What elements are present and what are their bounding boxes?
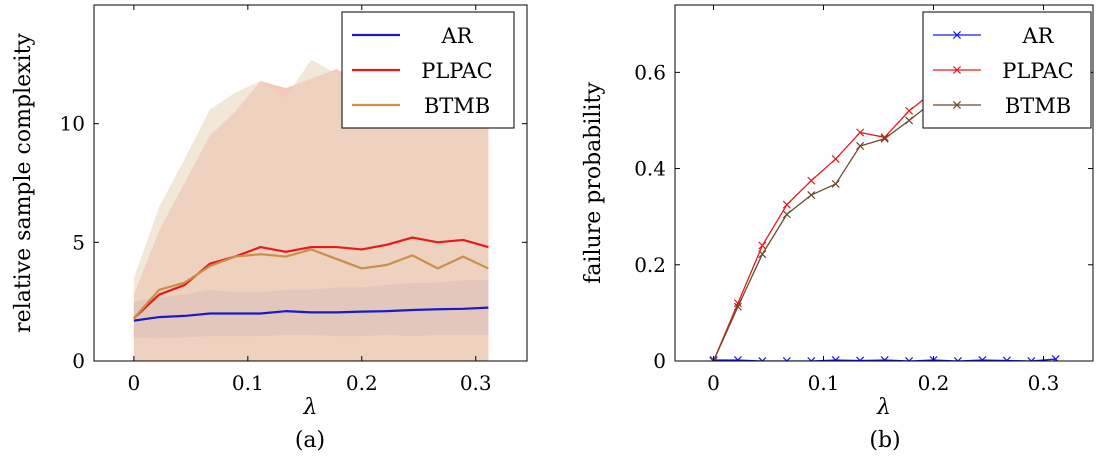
chart-b: 0 0.1 0.2 0.3 0 0.2 0.4 0.6 λ failure probability… — [581, 4, 1094, 453]
series-line-ar — [133, 306, 489, 322]
caption: (b) — [869, 428, 900, 453]
y-axis-label: relative sample complexity — [11, 33, 36, 333]
x-tick-label: 0.1 — [808, 371, 840, 395]
band-btmb — [133, 59, 489, 361]
y-axis-label: failure probability — [581, 82, 606, 284]
y-tick-label: 10 — [60, 112, 85, 136]
point-ar — [880, 356, 889, 361]
y-tick-label: 0.4 — [634, 157, 666, 181]
point-btmb — [733, 302, 742, 311]
y-tick-label: 0.6 — [634, 60, 666, 84]
x-tick-label: 0 — [707, 371, 720, 395]
point-ar — [807, 356, 816, 361]
x-tick-label: 0 — [128, 371, 141, 395]
point-ar — [1027, 356, 1036, 361]
point-plpac — [782, 200, 791, 209]
point-btmb — [880, 134, 889, 143]
point-btmb — [807, 191, 816, 200]
legend: AR PLPAC BTMB — [922, 11, 1092, 129]
point-btmb — [831, 179, 840, 188]
point-ar — [733, 356, 742, 361]
point-ar — [1051, 355, 1060, 361]
x-tick-label: 0.1 — [232, 371, 264, 395]
point-plpac — [831, 154, 840, 163]
legend-marker-ar — [952, 30, 962, 40]
x-tick-label: 0.3 — [460, 371, 492, 395]
point-btmb — [856, 141, 865, 150]
point-plpac — [905, 106, 914, 115]
legend-label-btmb: BTMB — [1005, 94, 1071, 118]
axes-frame — [674, 4, 1094, 362]
point-plpac — [856, 128, 865, 137]
point-ar — [782, 356, 791, 361]
x-axis-label: λ — [876, 395, 891, 420]
plot-area — [133, 59, 489, 361]
x-tick-label: 0.2 — [346, 371, 378, 395]
legend-label-plpac: PLPAC — [421, 59, 493, 83]
point-btmb — [782, 210, 791, 219]
chart-a: 0 0.1 0.2 0.3 0 5 10 λ relative sample complexit… — [11, 4, 528, 453]
y-tick-label: 0.2 — [634, 253, 666, 277]
point-ar — [978, 356, 987, 361]
point-ar — [953, 356, 962, 361]
legend-label-plpac: PLPAC — [1002, 59, 1074, 83]
x-tick-label: 0.2 — [918, 371, 950, 395]
y-tick-label: 0 — [72, 349, 85, 373]
y-tick-label: 5 — [72, 230, 85, 254]
point-btmb — [905, 116, 914, 125]
point-btmb — [709, 356, 718, 361]
point-plpac — [758, 241, 767, 250]
y-tick-label: 0 — [653, 349, 666, 373]
legend-label-ar: AR — [1022, 24, 1055, 48]
legend-marker-plpac — [952, 65, 962, 75]
legend-label-btmb: BTMB — [424, 94, 490, 118]
x-tick-label: 0.3 — [1028, 371, 1060, 395]
legend-label-ar: AR — [441, 24, 474, 48]
point-ar — [831, 356, 840, 361]
caption: (a) — [295, 428, 325, 453]
point-btmb — [758, 250, 767, 259]
series-line-btmb — [133, 248, 489, 320]
legend: AR PLPAC BTMB — [341, 11, 515, 129]
point-plpac — [807, 176, 816, 185]
axes-frame — [93, 4, 528, 362]
point-ar — [905, 356, 914, 361]
x-axis-label: λ — [303, 395, 318, 420]
point-ar — [758, 356, 767, 361]
legend-marker-btmb — [952, 100, 962, 110]
